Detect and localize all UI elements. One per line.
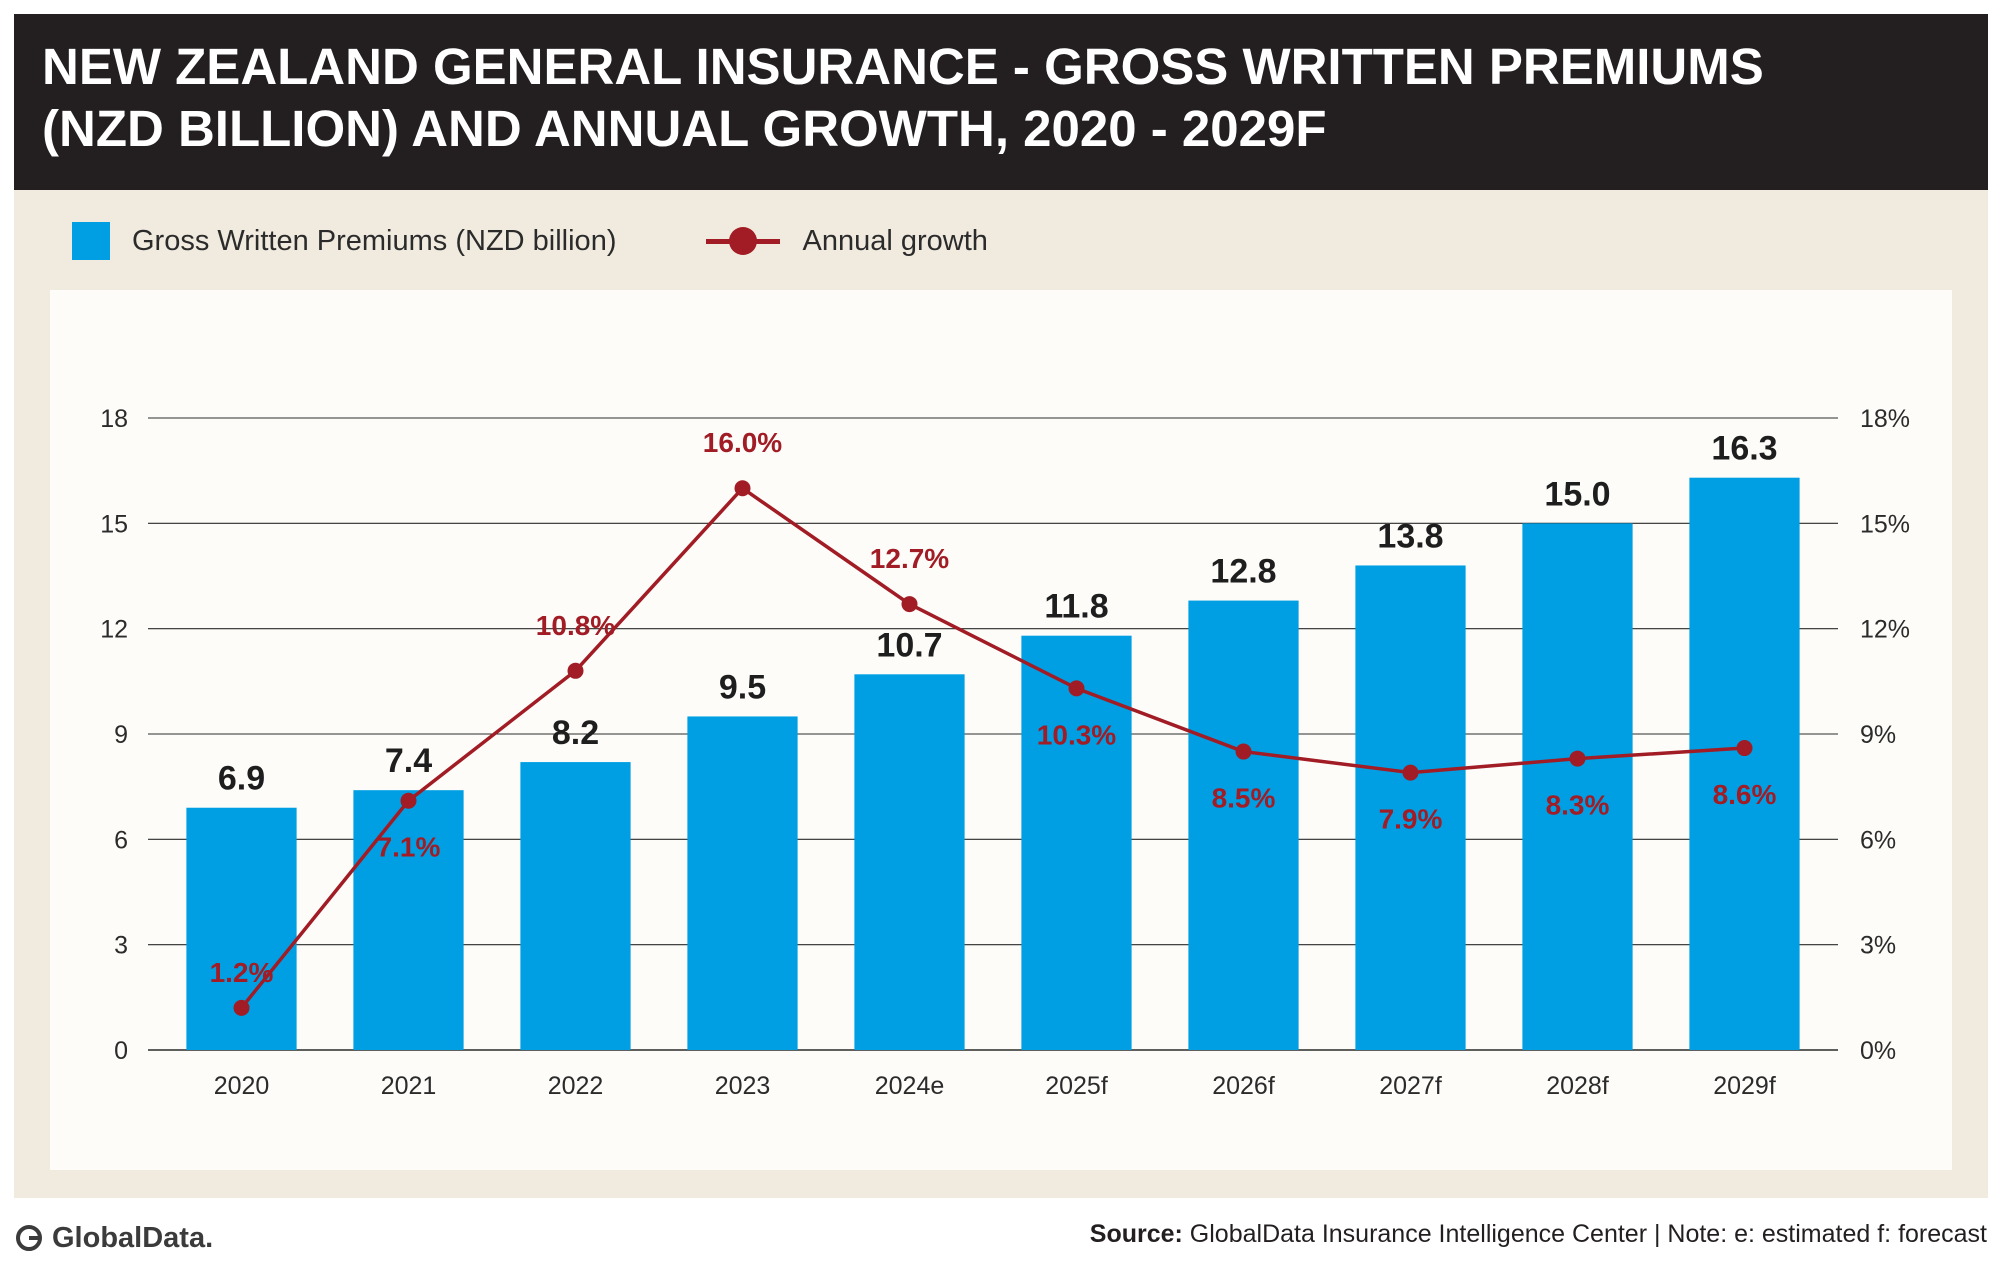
- growth-point: [1402, 764, 1419, 781]
- growth-value-label: 10.8%: [536, 610, 615, 641]
- chart-svg: 0 0% 3 3% 6 6% 9 9% 12 12% 15 15% 18 18% 6.9 2020 7.4 202…: [100, 405, 1910, 1100]
- y-right-tick-label: 0%: [1860, 1037, 1896, 1065]
- bar-value-label: 8.2: [552, 714, 599, 752]
- y-right-tick-label: 3%: [1860, 932, 1896, 960]
- y-left-tick-label: 6: [114, 826, 128, 854]
- x-tick-label: 2026f: [1212, 1072, 1275, 1100]
- x-tick-label: 2023: [715, 1072, 771, 1100]
- legend-item-growth: Annual growth: [616, 222, 988, 260]
- legend-label-growth: Annual growth: [802, 224, 988, 257]
- y-left-tick-label: 12: [100, 616, 128, 644]
- growth-value-label: 1.2%: [210, 957, 274, 988]
- bar-value-label: 15.0: [1544, 475, 1610, 513]
- growth-value-label: 12.7%: [870, 543, 949, 574]
- chart-title: NEW ZEALAND GENERAL INSURANCE - GROSS WR…: [42, 36, 1942, 160]
- growth-value-label: 8.3%: [1546, 790, 1610, 821]
- growth-value-label: 7.9%: [1379, 804, 1443, 835]
- source-label: Source:: [1089, 1220, 1183, 1248]
- y-right-tick-label: 9%: [1860, 721, 1896, 749]
- bar-value-label: 7.4: [385, 742, 432, 780]
- globaldata-logo-icon: [16, 1225, 42, 1251]
- legend-swatch-line: [706, 222, 781, 260]
- bar-value-label: 6.9: [218, 760, 265, 798]
- bar: [520, 762, 631, 1050]
- y-right-tick-label: 18%: [1860, 405, 1910, 433]
- growth-value-label: 8.5%: [1212, 783, 1276, 814]
- bar-value-label: 10.7: [876, 626, 942, 664]
- x-tick-label: 2022: [548, 1072, 604, 1100]
- bar-value-label: 13.8: [1377, 517, 1443, 555]
- bar: [854, 674, 965, 1050]
- growth-point: [400, 792, 417, 809]
- bar: [1689, 477, 1800, 1050]
- growth-point: [1068, 680, 1085, 697]
- growth-value-label: 7.1%: [377, 832, 441, 863]
- x-tick-label: 2027f: [1379, 1072, 1442, 1100]
- bar-value-label: 16.3: [1711, 430, 1777, 468]
- legend-item-premiums: Gross Written Premiums (NZD billion): [72, 222, 616, 260]
- globaldata-logo-text: GlobalData.: [52, 1221, 214, 1254]
- x-tick-label: 2028f: [1546, 1072, 1609, 1100]
- bar: [1355, 565, 1466, 1050]
- x-tick-label: 2021: [381, 1072, 437, 1100]
- growth-value-label: 10.3%: [1037, 719, 1116, 750]
- y-left-tick-label: 15: [100, 510, 128, 538]
- growth-point: [1235, 743, 1252, 760]
- x-tick-label: 2025f: [1045, 1072, 1108, 1100]
- bar-value-label: 12.8: [1210, 553, 1276, 591]
- title-bar: [14, 14, 1988, 190]
- bar: [353, 790, 464, 1050]
- growth-point: [1569, 750, 1586, 767]
- x-tick-label: 2020: [214, 1072, 270, 1100]
- legend-label-premiums: Gross Written Premiums (NZD billion): [132, 224, 617, 257]
- bar: [687, 716, 798, 1050]
- source-text: GlobalData Insurance Intelligence Center…: [1182, 1220, 1987, 1248]
- x-tick-label: 2029f: [1713, 1072, 1776, 1100]
- growth-point: [901, 596, 918, 613]
- source-note: Source: GlobalData Insurance Intelligenc…: [1090, 1220, 1987, 1249]
- y-right-tick-label: 6%: [1860, 826, 1896, 854]
- growth-point: [734, 480, 751, 497]
- plot-panel: 0 0% 3 3% 6 6% 9 9% 12 12% 15 15% 18 18% 6.9 2020 7.4 202…: [50, 290, 1952, 1170]
- bar-value-label: 9.5: [719, 668, 766, 706]
- y-right-tick-label: 12%: [1860, 616, 1910, 644]
- x-tick-label: 2024e: [875, 1072, 945, 1100]
- bar-value-label: 11.8: [1044, 588, 1108, 626]
- growth-point: [233, 999, 250, 1016]
- growth-point: [1736, 740, 1753, 757]
- legend-swatch-bar: [72, 222, 110, 260]
- growth-value-label: 16.0%: [703, 427, 782, 458]
- y-left-tick-label: 0: [114, 1037, 128, 1065]
- chart-title-line-2: (NZD BILLION) AND ANNUAL GROWTH, 2020 - …: [42, 100, 1327, 157]
- globaldata-logo: GlobalData.: [14, 1218, 213, 1258]
- y-right-tick-label: 15%: [1860, 510, 1910, 538]
- y-left-tick-label: 18: [100, 405, 128, 433]
- growth-line: [240, 486, 1745, 1009]
- bar: [1188, 600, 1299, 1050]
- chart-title-line-1: NEW ZEALAND GENERAL INSURANCE - GROSS WR…: [42, 38, 1764, 95]
- growth-value-label: 8.6%: [1713, 779, 1777, 810]
- bar: [1522, 523, 1633, 1050]
- legend: Gross Written Premiums (NZD billion) Ann…: [72, 218, 988, 264]
- y-left-tick-label: 3: [114, 932, 128, 960]
- growth-point: [567, 662, 584, 679]
- bar: [1021, 635, 1132, 1050]
- legend-swatch-line-marker: [729, 227, 758, 255]
- y-left-tick-label: 9: [114, 721, 128, 749]
